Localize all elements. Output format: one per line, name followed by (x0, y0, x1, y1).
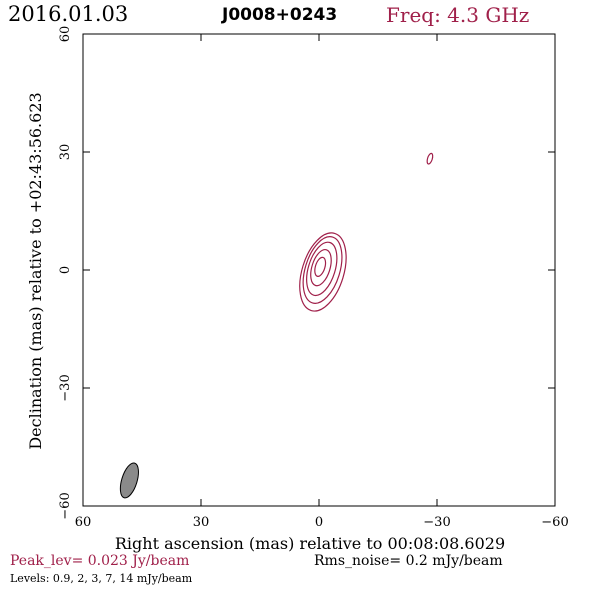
contour-line (426, 152, 434, 165)
axis-ticks (82, 33, 556, 507)
x-tick-label: 30 (193, 515, 210, 530)
y-tick-labels: −60 −30 0 30 60 (58, 26, 73, 520)
y-tick-label: −30 (58, 374, 73, 401)
y-tick-label: 0 (58, 266, 73, 274)
x-tick-label: −30 (423, 515, 450, 530)
beam-shape (119, 462, 139, 499)
x-axis-label: Right ascension (mas) relative to 00:08:… (115, 534, 505, 553)
contour-levels: Levels: 0.9, 2, 3, 7, 14 mJy/beam (10, 572, 193, 585)
beam-ellipse (119, 462, 139, 499)
frequency-label: Freq: 4.3 GHz (386, 3, 530, 27)
y-tick-label: 30 (58, 144, 73, 161)
contour-lines (299, 152, 434, 312)
contour-line (314, 256, 327, 277)
rms-noise: Rms_noise= 0.2 mJy/beam (314, 553, 503, 569)
contour-line (310, 248, 332, 287)
contour-line (302, 236, 343, 304)
x-tick-labels: 60 30 0 −30 −60 (75, 515, 569, 530)
contour-line (306, 241, 338, 297)
y-axis-label: Declination (mas) relative to +02:43:56.… (26, 92, 45, 449)
plot-frame (82, 33, 556, 507)
peak-level: Peak_lev= 0.023 Jy/beam (10, 553, 190, 569)
observation-date: 2016.01.03 (8, 2, 129, 26)
x-tick-label: −60 (541, 515, 568, 530)
y-tick-label: −60 (58, 492, 73, 519)
x-tick-label: 60 (75, 515, 92, 530)
contour-line (299, 232, 347, 312)
x-tick-label: 0 (315, 515, 323, 530)
source-name: J0008+0243 (222, 5, 338, 25)
y-tick-label: 60 (58, 26, 73, 43)
